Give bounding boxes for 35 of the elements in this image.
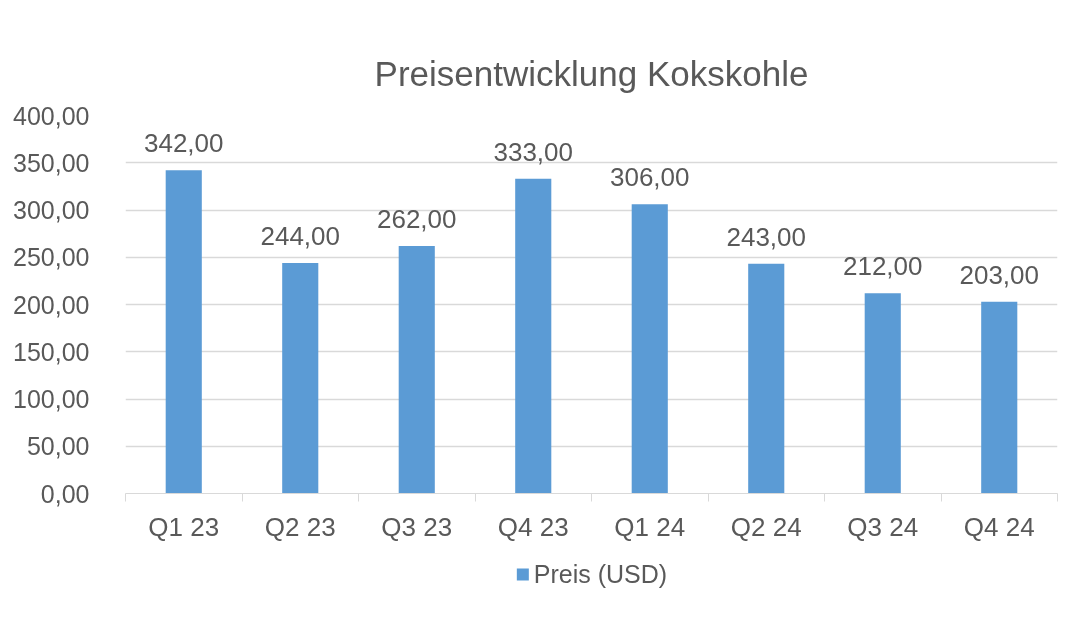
data-label: 342,00 bbox=[143, 128, 224, 159]
bar bbox=[981, 301, 1018, 494]
data-label: 333,00 bbox=[493, 136, 574, 167]
chart-title: Preisentwicklung Kokskohle bbox=[374, 53, 809, 93]
legend-label: Preis (USD) bbox=[533, 559, 668, 589]
data-label: 203,00 bbox=[959, 259, 1040, 290]
y-tick-label: 300,00 bbox=[13, 196, 90, 224]
y-tick-label: 50,00 bbox=[26, 432, 90, 461]
x-tick-label: Q3 24 bbox=[847, 511, 919, 542]
x-tick-label: Q4 24 bbox=[963, 511, 1035, 542]
y-tick-label: 350,00 bbox=[13, 148, 90, 177]
x-tick-label: Q3 23 bbox=[381, 511, 453, 542]
x-tick-label: Q4 23 bbox=[497, 511, 569, 542]
data-label: 244,00 bbox=[260, 220, 341, 251]
data-label: 306,00 bbox=[609, 162, 690, 193]
y-tick-label: 250,00 bbox=[13, 243, 90, 272]
y-tick-label: 0,00 bbox=[40, 479, 90, 508]
y-tick-label: 150,00 bbox=[13, 337, 90, 366]
bar bbox=[631, 204, 668, 494]
x-tick-label: Q2 24 bbox=[730, 511, 802, 542]
x-tick-label: Q1 24 bbox=[614, 511, 686, 542]
y-tick-label: 200,00 bbox=[13, 290, 90, 319]
y-tick-label: 400,00 bbox=[13, 101, 90, 130]
bar bbox=[398, 245, 435, 494]
bar bbox=[282, 262, 319, 494]
data-label: 262,00 bbox=[376, 203, 457, 234]
y-tick-label: 100,00 bbox=[13, 385, 90, 413]
bar bbox=[165, 170, 202, 494]
bar bbox=[864, 293, 901, 494]
x-tick-label: Q2 23 bbox=[264, 511, 336, 542]
bar bbox=[515, 178, 552, 494]
x-tick-label: Q1 23 bbox=[148, 511, 220, 542]
bar bbox=[748, 263, 785, 494]
data-label: 243,00 bbox=[726, 221, 807, 252]
data-label: 212,00 bbox=[842, 251, 923, 282]
